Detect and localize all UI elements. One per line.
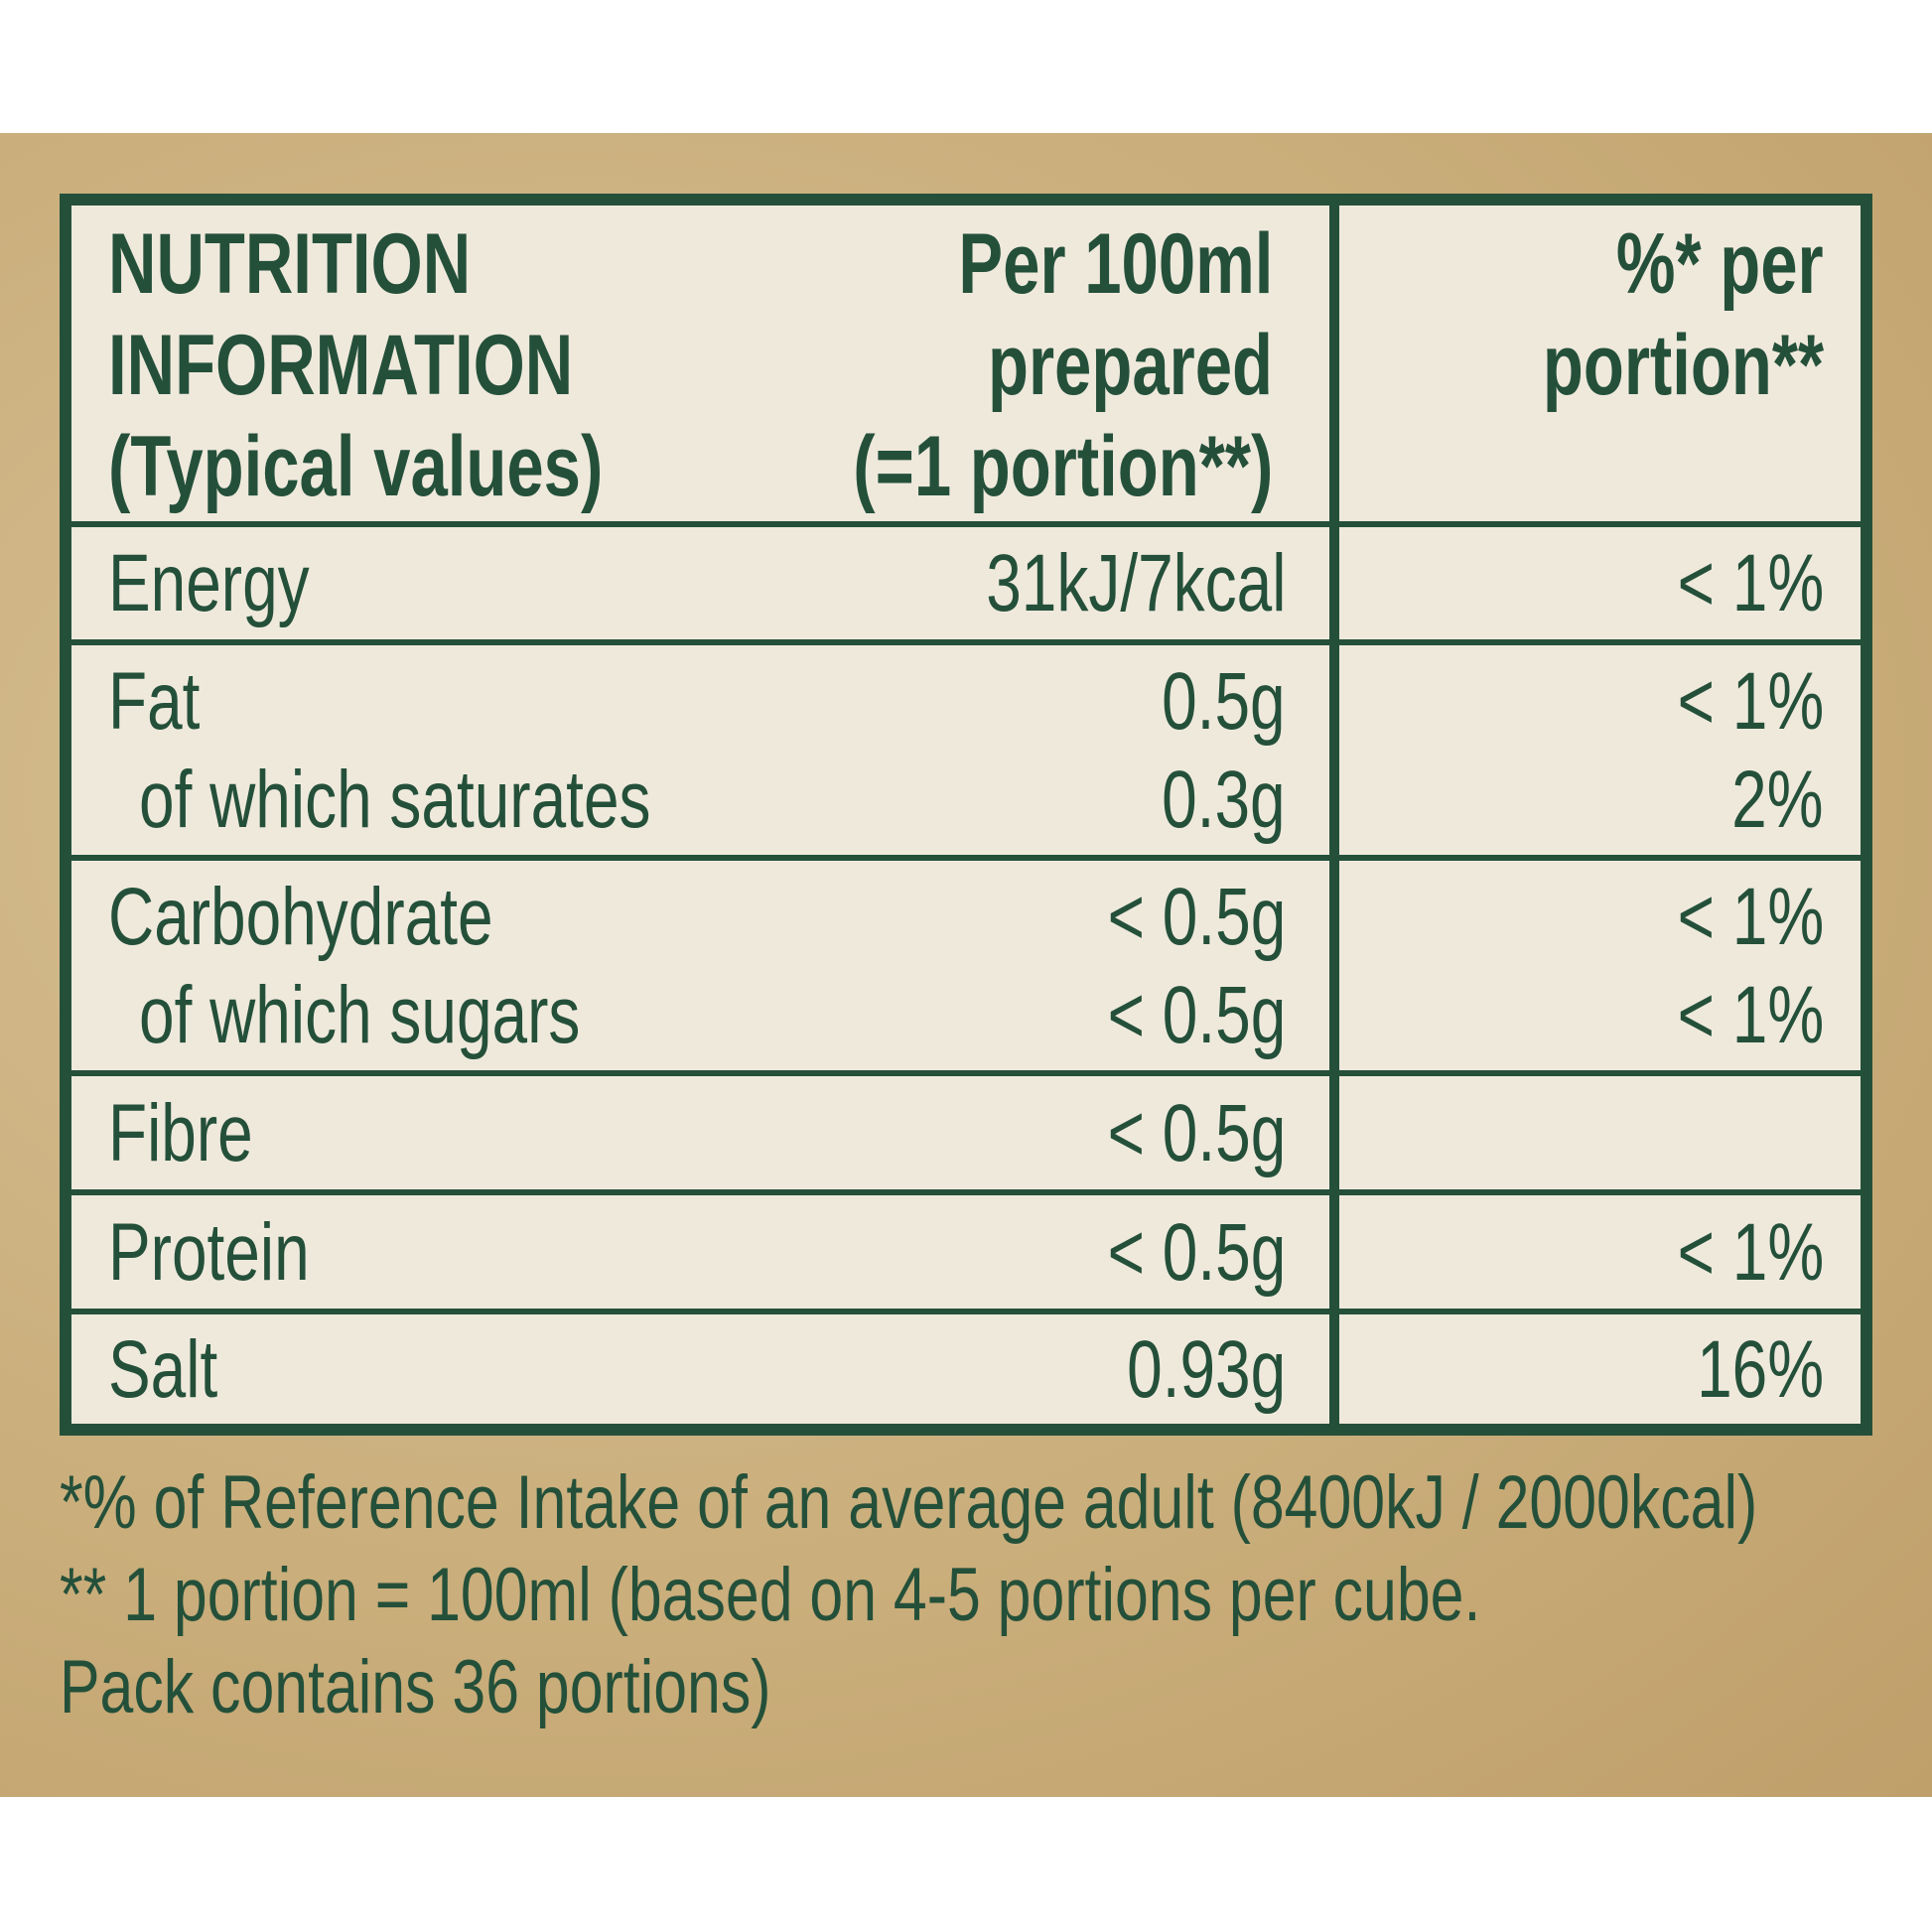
nutrient-label: of which sugars <box>139 969 581 1060</box>
nutrition-table: NUTRITION INFORMATION (Typical values) Per … <box>60 194 1872 1436</box>
header-ri-line: %* per <box>1616 216 1824 312</box>
nutrient-ri-percent: 2% <box>1731 754 1824 845</box>
nutrient-label: Salt <box>108 1323 218 1415</box>
nutrient-ri-percent: 16% <box>1696 1323 1824 1415</box>
header-ri-line: portion** <box>1542 318 1824 413</box>
nutrient-label: of which saturates <box>139 754 651 845</box>
nutrient-row-value-cell <box>71 1195 1329 1309</box>
header-value-cell <box>71 206 1329 521</box>
nutrient-row-ri-cell <box>1339 1314 1861 1424</box>
nutrient-value: 31kJ/7kcal <box>985 538 1286 628</box>
nutrient-row-value-cell <box>71 645 1329 855</box>
nutrient-row-ri-cell <box>1339 1195 1861 1309</box>
footnote-reference-intake: *% of Reference Intake of an average adu… <box>60 1460 1758 1545</box>
nutrient-ri-percent: < 1% <box>1677 1206 1824 1298</box>
nutrient-value: 0.93g <box>1126 1323 1286 1415</box>
header-per100ml-line: prepared <box>987 318 1273 413</box>
header-title-line: INFORMATION <box>108 318 574 413</box>
nutrient-row-ri-cell <box>1339 861 1861 1070</box>
header-title-line: (Typical values) <box>108 419 604 514</box>
nutrient-ri-percent: < 1% <box>1677 871 1824 962</box>
nutrient-ri-percent: < 1% <box>1677 538 1824 628</box>
nutrient-value: < 0.5g <box>1107 969 1286 1060</box>
nutrient-value: < 0.5g <box>1107 871 1286 962</box>
nutrient-ri-percent: < 1% <box>1677 655 1824 747</box>
nutrient-value: 0.3g <box>1162 754 1286 845</box>
nutrient-row-value-cell <box>71 1076 1329 1189</box>
nutrient-label: Energy <box>108 538 310 628</box>
nutrient-row-ri-cell <box>1339 527 1861 639</box>
header-title-line: NUTRITION <box>108 216 472 312</box>
nutrient-label: Protein <box>108 1206 310 1298</box>
nutrient-value: 0.5g <box>1162 655 1286 747</box>
nutrient-label: Carbohydrate <box>108 871 493 962</box>
header-ri-cell <box>1339 206 1861 521</box>
nutrient-value: < 0.5g <box>1107 1087 1286 1178</box>
footnote-portion: ** 1 portion = 100ml (based on 4-5 porti… <box>60 1553 1481 1637</box>
footnote-pack: Pack contains 36 portions) <box>60 1645 771 1729</box>
nutrient-row-value-cell <box>71 1314 1329 1424</box>
nutrient-label: Fibre <box>108 1087 253 1178</box>
nutrient-row-value-cell <box>71 861 1329 1070</box>
nutrient-value: < 0.5g <box>1107 1206 1286 1298</box>
nutrient-ri-percent: < 1% <box>1677 969 1824 1060</box>
nutrient-row-ri-cell <box>1339 645 1861 855</box>
nutrient-row-ri-cell <box>1339 1076 1861 1189</box>
nutrient-row-value-cell <box>71 527 1329 639</box>
header-per100ml-line: (=1 portion**) <box>853 419 1273 514</box>
nutrient-label: Fat <box>108 655 201 747</box>
header-per100ml-line: Per 100ml <box>958 216 1273 312</box>
